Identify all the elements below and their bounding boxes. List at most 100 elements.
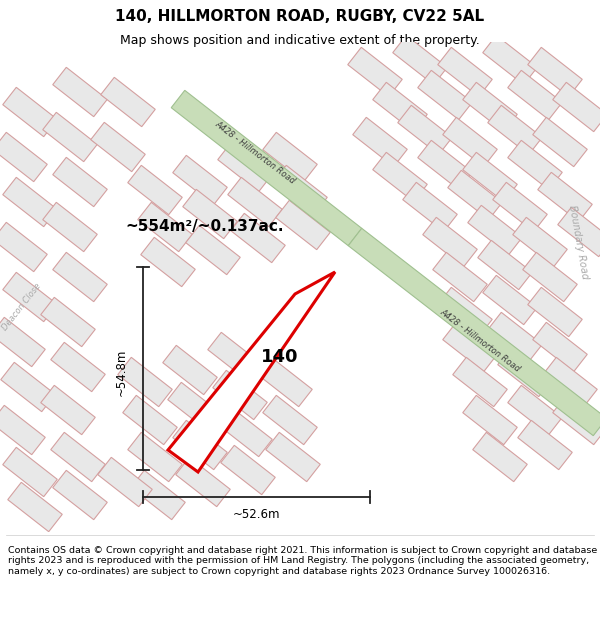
- Polygon shape: [168, 272, 335, 472]
- Polygon shape: [263, 132, 317, 182]
- Polygon shape: [533, 322, 587, 372]
- Polygon shape: [423, 217, 477, 267]
- Polygon shape: [3, 177, 57, 227]
- Polygon shape: [553, 82, 600, 132]
- Polygon shape: [231, 213, 285, 262]
- Polygon shape: [51, 432, 105, 482]
- Polygon shape: [163, 346, 217, 394]
- Polygon shape: [128, 432, 182, 482]
- Polygon shape: [518, 421, 572, 469]
- Polygon shape: [373, 152, 427, 202]
- Polygon shape: [438, 48, 492, 97]
- Text: A428 - Hillmorton Road: A428 - Hillmorton Road: [213, 119, 297, 185]
- Polygon shape: [53, 253, 107, 302]
- Polygon shape: [101, 78, 155, 127]
- Polygon shape: [53, 471, 107, 519]
- Polygon shape: [528, 48, 582, 97]
- Polygon shape: [403, 182, 457, 232]
- Polygon shape: [213, 371, 267, 419]
- Polygon shape: [373, 82, 427, 132]
- Polygon shape: [118, 357, 172, 407]
- Polygon shape: [8, 482, 62, 532]
- Text: A428 - Hillmorton Road: A428 - Hillmorton Road: [438, 307, 522, 373]
- Text: 140: 140: [261, 348, 299, 366]
- Polygon shape: [41, 298, 95, 347]
- Polygon shape: [353, 118, 407, 167]
- Text: Contains OS data © Crown copyright and database right 2021. This information is : Contains OS data © Crown copyright and d…: [8, 546, 597, 576]
- Polygon shape: [473, 432, 527, 482]
- Polygon shape: [463, 82, 517, 132]
- Polygon shape: [41, 386, 95, 434]
- Polygon shape: [43, 202, 97, 252]
- Text: ~52.6m: ~52.6m: [233, 509, 280, 521]
- Polygon shape: [478, 241, 532, 289]
- Polygon shape: [553, 396, 600, 444]
- Polygon shape: [348, 48, 402, 97]
- Polygon shape: [448, 171, 502, 219]
- Polygon shape: [53, 158, 107, 207]
- Text: ~54.8m: ~54.8m: [115, 348, 128, 396]
- Text: Boundary Road: Boundary Road: [566, 204, 589, 280]
- Polygon shape: [558, 208, 600, 257]
- Polygon shape: [498, 348, 552, 397]
- Polygon shape: [53, 68, 107, 117]
- Polygon shape: [508, 141, 562, 189]
- Polygon shape: [443, 322, 497, 372]
- Polygon shape: [538, 173, 592, 222]
- Polygon shape: [528, 288, 582, 337]
- Polygon shape: [418, 141, 472, 189]
- Polygon shape: [138, 202, 192, 252]
- Polygon shape: [258, 357, 312, 407]
- Polygon shape: [98, 458, 152, 507]
- Polygon shape: [418, 71, 472, 119]
- Polygon shape: [218, 142, 272, 192]
- Polygon shape: [0, 132, 47, 182]
- Polygon shape: [218, 408, 272, 457]
- Polygon shape: [393, 36, 447, 84]
- Text: ~554m²/~0.137ac.: ~554m²/~0.137ac.: [126, 219, 284, 234]
- Polygon shape: [176, 458, 230, 507]
- Polygon shape: [171, 91, 362, 246]
- Polygon shape: [183, 189, 237, 239]
- Polygon shape: [131, 471, 185, 519]
- Polygon shape: [123, 396, 177, 444]
- Text: Deacon Close: Deacon Close: [1, 282, 43, 332]
- Polygon shape: [141, 238, 195, 287]
- Polygon shape: [398, 106, 452, 154]
- Polygon shape: [483, 36, 537, 84]
- Polygon shape: [488, 312, 542, 362]
- Polygon shape: [533, 118, 587, 167]
- Polygon shape: [0, 318, 45, 367]
- Polygon shape: [263, 396, 317, 444]
- Polygon shape: [483, 276, 537, 324]
- Polygon shape: [493, 182, 547, 232]
- Polygon shape: [51, 342, 105, 392]
- Polygon shape: [488, 106, 542, 154]
- Polygon shape: [523, 253, 577, 302]
- Polygon shape: [3, 272, 57, 322]
- Polygon shape: [266, 432, 320, 482]
- Polygon shape: [513, 217, 567, 267]
- Polygon shape: [3, 88, 57, 137]
- Polygon shape: [463, 152, 517, 202]
- Polygon shape: [0, 222, 47, 272]
- Text: 140, HILLMORTON ROAD, RUGBY, CV22 5AL: 140, HILLMORTON ROAD, RUGBY, CV22 5AL: [115, 9, 485, 24]
- Polygon shape: [433, 253, 487, 302]
- Polygon shape: [438, 288, 492, 337]
- Polygon shape: [173, 421, 227, 469]
- Text: Map shows position and indicative extent of the property.: Map shows position and indicative extent…: [120, 34, 480, 48]
- Polygon shape: [0, 406, 45, 454]
- Polygon shape: [443, 118, 497, 167]
- Polygon shape: [273, 166, 327, 214]
- Polygon shape: [186, 226, 240, 274]
- Polygon shape: [348, 228, 600, 436]
- Polygon shape: [168, 382, 222, 432]
- Polygon shape: [276, 201, 330, 249]
- Polygon shape: [173, 156, 227, 204]
- Polygon shape: [91, 122, 145, 172]
- Polygon shape: [208, 332, 262, 382]
- Polygon shape: [453, 357, 507, 407]
- Polygon shape: [228, 177, 282, 227]
- Polygon shape: [221, 446, 275, 494]
- Polygon shape: [128, 166, 182, 214]
